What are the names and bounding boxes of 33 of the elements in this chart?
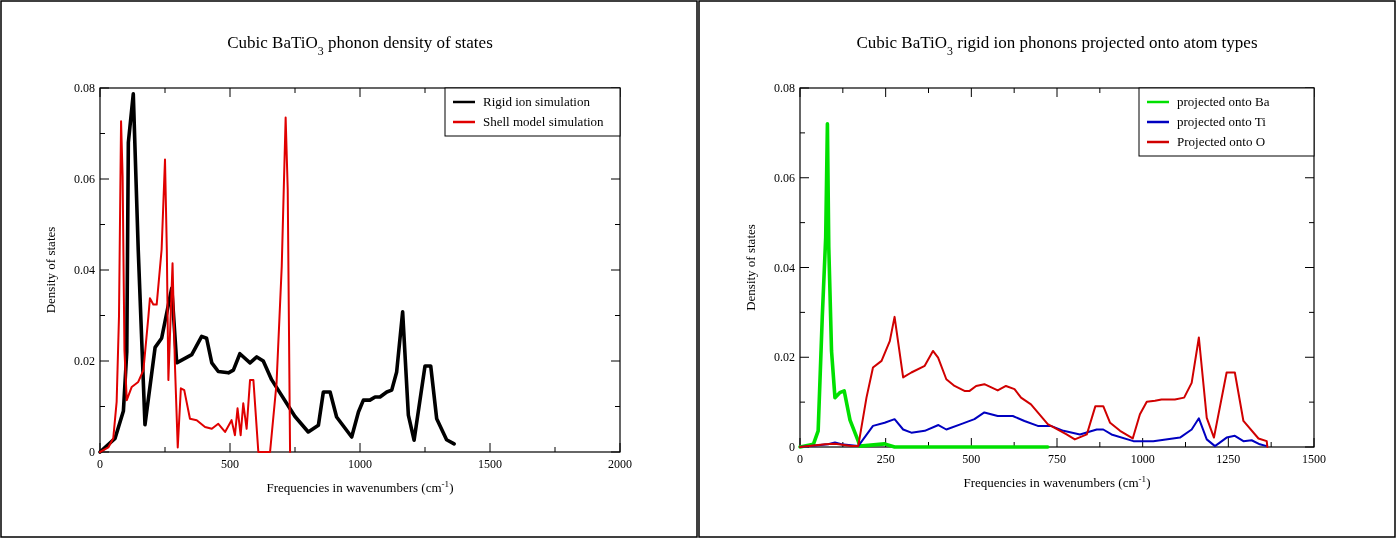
x-tick-label: 1250	[1216, 452, 1241, 466]
x-tick-label: 750	[1048, 452, 1066, 466]
x-tick-label: 1500	[478, 457, 502, 471]
y-tick-label: 0.08	[774, 81, 795, 95]
x-tick-label: 1500	[1302, 452, 1326, 466]
legend-label: Projected onto O	[1177, 134, 1266, 149]
chart-title: Cubic BaTiO$_{3}$ rigid ion phonons projected onto atom types	[856, 33, 1258, 58]
x-axis-title: Frequencies in wavenumbers (cm$^{-1}$)	[963, 474, 1151, 490]
chart-title: Cubic BaTiO$_{3}$ phonon density of states	[227, 33, 493, 58]
x-tick-label: 500	[221, 457, 239, 471]
x-axis-title: Frequencies in wavenumbers (cm$^{-1}$)	[266, 479, 454, 495]
legend-label: projected onto Ti	[1177, 114, 1267, 129]
y-tick-label: 0.02	[74, 354, 95, 368]
x-tick-label: 1000	[348, 457, 372, 471]
legend-label: projected onto Ba	[1177, 94, 1270, 109]
y-axis-title: Density of states	[743, 224, 758, 311]
x-tick-label: 1000	[1130, 452, 1155, 466]
y-tick-label: 0.08	[74, 81, 95, 95]
legend-label: Rigid ion simulation	[483, 94, 591, 109]
y-tick-label: 0.02	[774, 350, 795, 365]
line-series	[799, 315, 1269, 448]
y-tick-label: 0.04	[774, 260, 795, 275]
y-tick-label: 0.06	[774, 170, 795, 185]
x-tick-label: 500	[962, 452, 981, 466]
y-axis-title: Density of states	[43, 226, 58, 314]
x-tick-label: 250	[876, 452, 895, 466]
y-tick-label: 0.04	[74, 263, 95, 277]
line-series	[798, 122, 1050, 449]
legend-label: Shell model simulation	[483, 114, 605, 129]
x-tick-label: 2000	[608, 457, 632, 471]
y-tick-label: 0.06	[74, 172, 95, 186]
y-tick-label: 0	[789, 440, 795, 454]
line-series	[99, 116, 292, 453]
